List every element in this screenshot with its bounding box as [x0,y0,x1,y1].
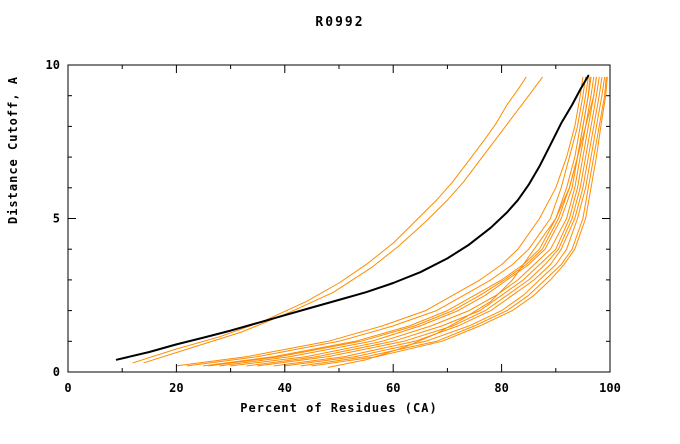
x-tick-label: 100 [599,381,621,395]
series-line-model-3 [219,76,592,367]
series-line-model-left-outlier-1 [132,76,527,364]
x-tick-label: 40 [278,381,292,395]
series-line-model-13 [327,76,597,368]
series-line-model-1 [186,76,587,367]
series-line-model-6 [257,76,600,367]
series-line-model-left-outlier-2 [143,76,543,364]
series-line-highlighted-model-black [115,74,590,361]
series-line-model-10 [175,76,584,367]
y-tick-label: 5 [53,212,60,226]
series-line-model-5 [246,76,597,367]
series-line-model-11 [311,76,608,367]
series-line-model-9 [300,76,607,367]
x-axis-label: Percent of Residues (CA) [240,401,437,415]
x-tick-label: 0 [64,381,71,395]
y-tick-label: 10 [46,58,60,72]
x-tick-label: 60 [386,381,400,395]
y-axis-label: Distance Cutoff, A [6,76,20,224]
series-line-model-4 [230,76,595,367]
x-tick-label: 20 [169,381,183,395]
axes: 0 20 40 60 80 100 0 5 10 [46,58,621,395]
series-line-model-8 [284,76,606,367]
series-line-model-12 [208,76,591,367]
y-tick-label: 0 [53,365,60,379]
series-group [115,74,608,368]
chart-title: R0992 [315,15,364,30]
x-tick-label: 80 [494,381,508,395]
plot-border [67,64,611,373]
